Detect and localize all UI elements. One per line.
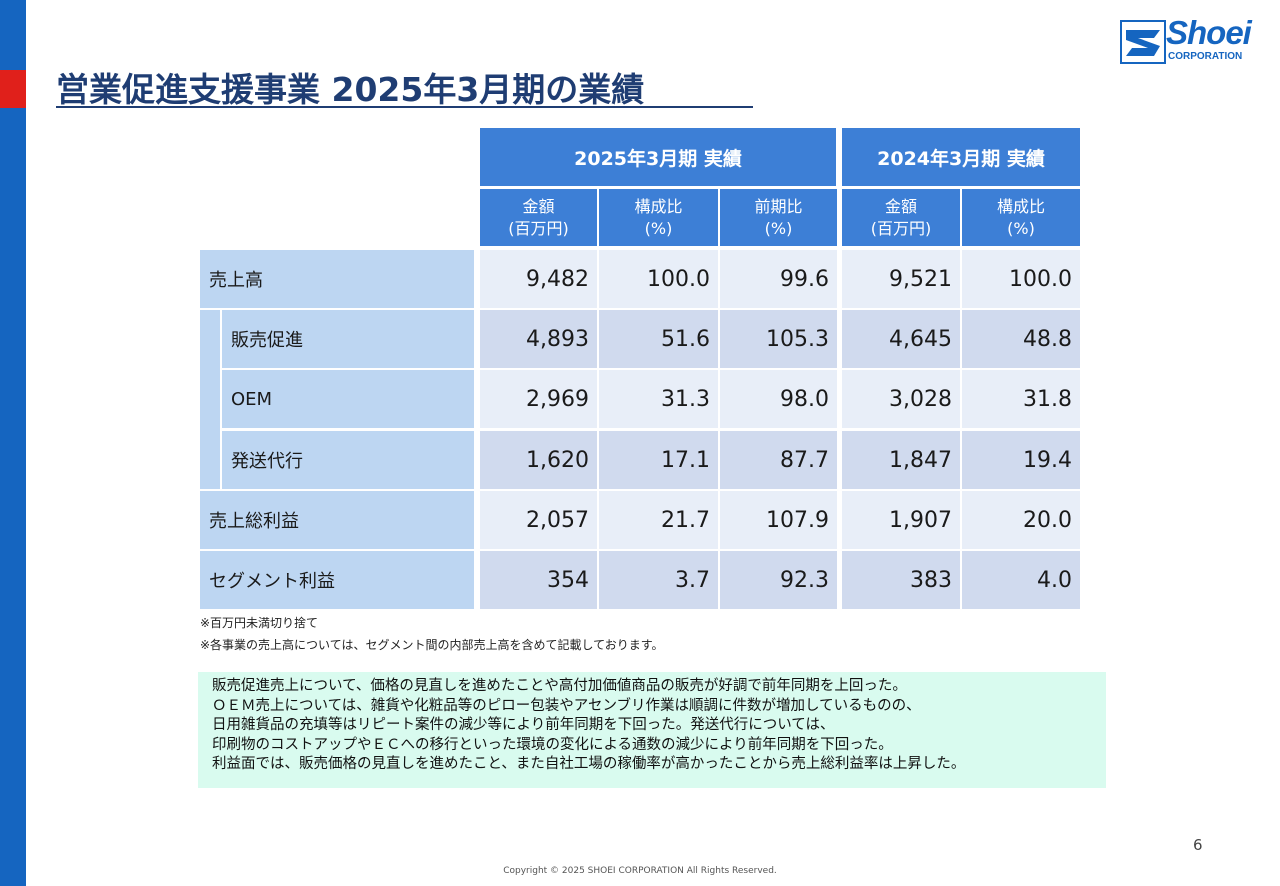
column-header-unit: (%)	[1007, 218, 1035, 238]
column-header: 金額 (百万円)	[480, 189, 597, 246]
column-header-label: 前期比	[754, 196, 803, 216]
note-rounding: ※百万円未満切り捨て	[200, 616, 319, 630]
column-header-unit: (百万円)	[870, 218, 932, 238]
subrow-indent	[200, 310, 220, 489]
table-cell: 99.6	[720, 250, 837, 308]
table-cell: 105.3	[720, 310, 837, 368]
company-logo: Shoei CORPORATION	[1120, 14, 1260, 66]
table-cell: 383	[842, 551, 960, 609]
commentary-line: 印刷物のコストアップやＥＣへの移行といった環境の変化による通数の減少により前年同…	[212, 736, 893, 753]
column-header-unit: (百万円)	[508, 218, 569, 238]
row-label: 発送代行	[222, 431, 474, 489]
column-header-unit: (%)	[764, 218, 793, 238]
logo-wordmark: Shoei	[1166, 14, 1252, 51]
table-cell: 17.1	[599, 431, 718, 489]
table-cell: 31.8	[962, 370, 1080, 428]
table-cell: 3.7	[599, 551, 718, 609]
column-header-label: 構成比	[634, 196, 683, 216]
column-header-label: 金額	[522, 196, 555, 216]
table-cell: 21.7	[599, 491, 718, 549]
column-header-unit: (%)	[644, 218, 673, 238]
table-cell: 9,482	[480, 250, 597, 308]
group-header-fy2025: 2025年3月期 実績	[480, 128, 836, 186]
table-cell: 98.0	[720, 370, 837, 428]
commentary-line: 販売促進売上について、価格の見直しを進めたことや高付加価値商品の販売が好調で前年…	[212, 678, 907, 694]
column-header-label: 金額	[884, 196, 917, 216]
row-label: 売上総利益	[200, 491, 474, 549]
table-cell: 2,057	[480, 491, 597, 549]
table-cell: 51.6	[599, 310, 718, 368]
table-cell: 4,893	[480, 310, 597, 368]
table-cell: 107.9	[720, 491, 837, 549]
logo-mark-icon	[1120, 20, 1166, 64]
group-header-fy2024: 2024年3月期 実績	[842, 128, 1080, 186]
page-title: 営業促進支援事業 2025年3月期の業績	[56, 70, 645, 109]
table-cell: 100.0	[962, 250, 1080, 308]
note-internal-sales: ※各事業の売上高については、セグメント間の内部売上高を含めて記載しております。	[200, 638, 664, 652]
table-cell: 3,028	[842, 370, 960, 428]
commentary-line: 利益面では、販売価格の見直しを進めたこと、また自社工場の稼働率が高かったことから…	[212, 756, 966, 772]
row-label: OEM	[222, 370, 474, 428]
logo-subtext: CORPORATION	[1168, 51, 1243, 62]
row-label: セグメント利益	[200, 551, 474, 609]
column-header: 前期比 (%)	[720, 189, 837, 246]
column-header: 構成比 (%)	[962, 189, 1080, 246]
row-label: 売上高	[200, 250, 474, 308]
table-cell: 9,521	[842, 250, 960, 308]
table-cell: 1,907	[842, 491, 960, 549]
column-header: 金額 (百万円)	[842, 189, 960, 246]
left-brand-bar	[0, 0, 26, 886]
table-cell: 354	[480, 551, 597, 609]
commentary-line: ＯＥＭ売上については、雑貨や化粧品等のピロー包装やアセンブリ作業は順調に件数が増…	[212, 697, 921, 714]
table-cell: 87.7	[720, 431, 837, 489]
copyright-footer: Copyright © 2025 SHOEI CORPORATION All R…	[503, 866, 777, 876]
table-cell: 31.3	[599, 370, 718, 428]
table-cell: 1,847	[842, 431, 960, 489]
table-cell: 100.0	[599, 250, 718, 308]
left-red-accent	[0, 70, 26, 108]
table-cell: 92.3	[720, 551, 837, 609]
column-header: 構成比 (%)	[599, 189, 718, 246]
table-cell: 4,645	[842, 310, 960, 368]
table-cell: 2,969	[480, 370, 597, 428]
table-cell: 20.0	[962, 491, 1080, 549]
commentary-line: 日用雑貨品の充填等はリピート案件の減少等により前年同期を下回った。発送代行につい…	[212, 717, 835, 733]
table-cell: 19.4	[962, 431, 1080, 489]
title-underline	[56, 106, 753, 108]
table-cell: 48.8	[962, 310, 1080, 368]
table-cell: 1,620	[480, 431, 597, 489]
row-label: 販売促進	[222, 310, 474, 368]
commentary-box: 販売促進売上について、価格の見直しを進めたことや高付加価値商品の販売が好調で前年…	[198, 672, 1106, 788]
page-number: 6	[1193, 836, 1203, 854]
column-header-label: 構成比	[996, 196, 1045, 216]
table-cell: 4.0	[962, 551, 1080, 609]
